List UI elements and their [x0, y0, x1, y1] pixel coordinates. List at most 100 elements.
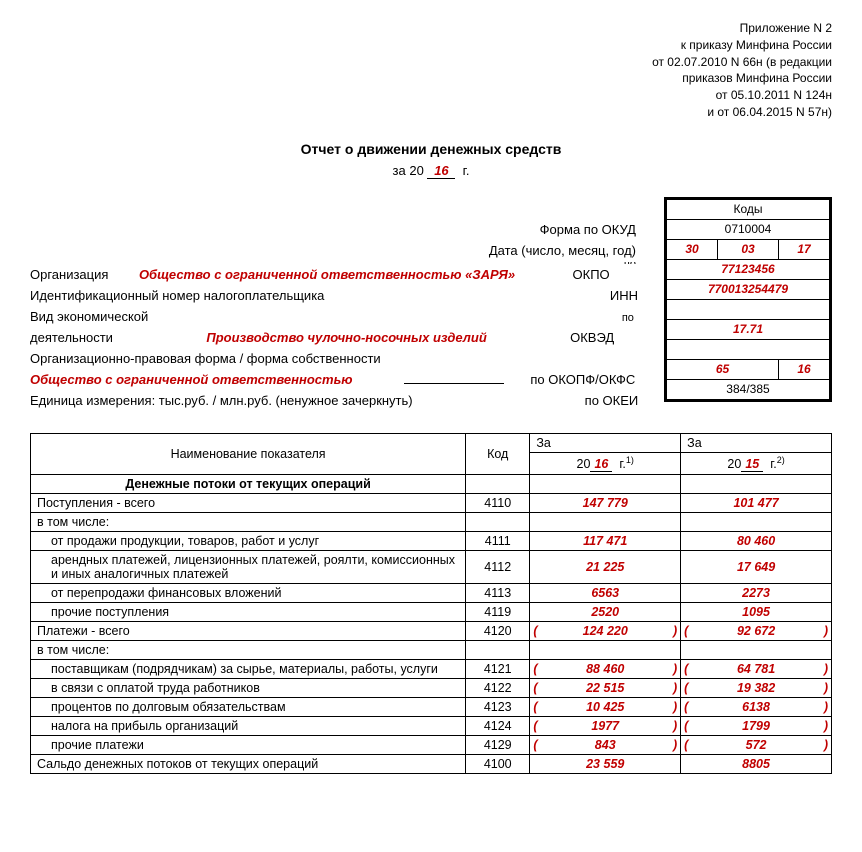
row-name: Поступления - всего	[31, 493, 466, 512]
row-name: в связи с оплатой труда работников	[31, 678, 466, 697]
row-value: (19 382)	[681, 678, 832, 697]
table-body: Денежные потоки от текущих операций Пост…	[31, 474, 832, 773]
annex-l6: и от 06.04.2015 N 57н)	[707, 105, 832, 119]
meta-labels: Форма по ОКУД Дата (число, месяц, год) п…	[30, 197, 660, 412]
date-month: 03	[718, 239, 779, 259]
opf-value: Общество с ограниченной ответственностью	[30, 370, 400, 390]
th-za1: За	[530, 433, 681, 452]
table-row: Сальдо денежных потоков от текущих опера…	[31, 754, 832, 773]
row-value	[530, 640, 681, 659]
codes-header: Коды	[667, 199, 830, 219]
row-value: (92 672)	[681, 621, 832, 640]
row-value: (572)	[681, 735, 832, 754]
row-code: 4123	[466, 697, 530, 716]
section-title: Денежные потоки от текущих операций	[31, 474, 466, 493]
row-value: 2273	[681, 583, 832, 602]
okei-value: 384/385	[667, 379, 830, 399]
okopf-label: по ОКОПФ/ОКФС	[507, 370, 635, 390]
row-value: (1977)	[530, 716, 681, 735]
okopf-value: 65	[667, 359, 779, 379]
opf-label: Организационно-правовая форма / форма со…	[30, 351, 381, 366]
okei-label: по ОКЕИ	[416, 391, 638, 411]
row-code: 4113	[466, 583, 530, 602]
row-name: арендных платежей, лицензионных платежей…	[31, 550, 466, 583]
table-row: прочие поступления411925201095	[31, 602, 832, 621]
empty-opf	[667, 339, 830, 359]
activity-label2: деятельности	[30, 330, 113, 345]
th-year2: 2015 г.2)	[681, 452, 832, 474]
row-name: налога на прибыль организаций	[31, 716, 466, 735]
row-name: прочие платежи	[31, 735, 466, 754]
okud-value: 0710004	[667, 219, 830, 239]
report-title: Отчет о движении денежных средств	[30, 141, 832, 157]
row-code: 4122	[466, 678, 530, 697]
row-value: 147 779	[530, 493, 681, 512]
row-name: от перепродажи финансовых вложений	[31, 583, 466, 602]
main-table: Наименование показателя Код За За 2016 г…	[30, 433, 832, 774]
row-value: 1095	[681, 602, 832, 621]
row-value: 6563	[530, 583, 681, 602]
th-code: Код	[466, 433, 530, 474]
row-name: прочие поступления	[31, 602, 466, 621]
row-value	[681, 512, 832, 531]
annex-l4: приказов Минфина России	[682, 71, 832, 85]
row-value: 23 559	[530, 754, 681, 773]
okpo-value: 77123456	[667, 259, 830, 279]
report-subtitle: за 20 16 г.	[30, 163, 832, 179]
table-row: от продажи продукции, товаров, работ и у…	[31, 531, 832, 550]
inn-value: 770013254479	[667, 279, 830, 299]
table-row: налога на прибыль организаций4124(1977)(…	[31, 716, 832, 735]
row-code: 4110	[466, 493, 530, 512]
inn-label: Идентификационный номер налогоплательщик…	[30, 288, 324, 303]
row-value	[681, 640, 832, 659]
row-value: 101 477	[681, 493, 832, 512]
unit-label: Единица измерения: тыс.руб. / млн.руб. (…	[30, 393, 413, 408]
row-code: 4120	[466, 621, 530, 640]
row-value: (64 781)	[681, 659, 832, 678]
okpo-label: ОКПО	[546, 265, 610, 285]
table-row: арендных платежей, лицензионных платежей…	[31, 550, 832, 583]
annex-l2: к приказу Минфина России	[681, 38, 832, 52]
table-row: в том числе:	[31, 512, 832, 531]
org-value: Общество с ограниченной ответственностью…	[112, 265, 542, 285]
okved-label: ОКВЭД	[550, 328, 614, 348]
date-day: 30	[667, 239, 718, 259]
row-name: поставщикам (подрядчикам) за сырье, мате…	[31, 659, 466, 678]
codes-box: Коды 0710004 30 03 17 77123456 770013254…	[664, 197, 832, 402]
row-code: 4112	[466, 550, 530, 583]
table-row: прочие платежи4129(843)(572)	[31, 735, 832, 754]
row-value: 117 471	[530, 531, 681, 550]
table-row: поставщикам (подрядчикам) за сырье, мате…	[31, 659, 832, 678]
okfs-value: 16	[779, 359, 830, 379]
activity-value: Производство чулочно-носочных изделий	[147, 328, 547, 348]
row-value: 80 460	[681, 531, 832, 550]
inn-short: ИНН	[328, 286, 638, 306]
row-value: (843)	[530, 735, 681, 754]
title-year: 16	[427, 163, 455, 179]
row-code	[466, 640, 530, 659]
row-value: 2520	[530, 602, 681, 621]
empty-po	[667, 299, 830, 319]
row-value: 8805	[681, 754, 832, 773]
row-code	[466, 512, 530, 531]
row-code: 4124	[466, 716, 530, 735]
table-row: от перепродажи финансовых вложений411365…	[31, 583, 832, 602]
annex-l3: от 02.07.2010 N 66н (в редакции	[652, 55, 832, 69]
annex-note: Приложение N 2 к приказу Минфина России …	[30, 20, 832, 121]
table-row: процентов по долговым обязательствам4123…	[31, 697, 832, 716]
row-value: 17 649	[681, 550, 832, 583]
th-za2: За	[681, 433, 832, 452]
row-name: Сальдо денежных потоков от текущих опера…	[31, 754, 466, 773]
row-value	[530, 512, 681, 531]
codes-area: Коды 0710004 30 03 17 77123456 770013254…	[30, 197, 832, 413]
row-name: процентов по долговым обязательствам	[31, 697, 466, 716]
row-code: 4121	[466, 659, 530, 678]
okved-value: 17.71	[667, 319, 830, 339]
date-year: 17	[779, 239, 830, 259]
annex-l1: Приложение N 2	[740, 21, 832, 35]
table-row: в том числе:	[31, 640, 832, 659]
org-label: Организация	[30, 267, 108, 282]
row-name: в том числе:	[31, 640, 466, 659]
row-code: 4111	[466, 531, 530, 550]
okud-label: Форма по ОКУД	[30, 220, 636, 240]
